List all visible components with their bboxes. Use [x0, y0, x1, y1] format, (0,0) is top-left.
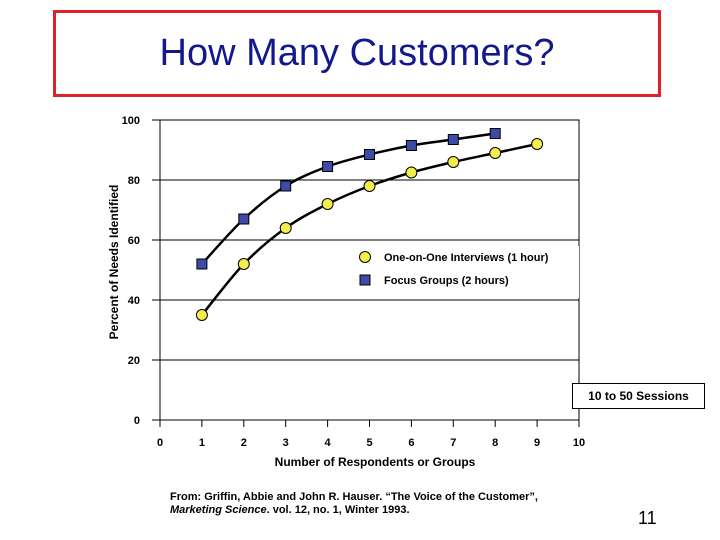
y-tick-label: 100	[122, 115, 140, 127]
sessions-note: 10 to 50 Sessions	[572, 383, 705, 409]
data-point-focus-groups	[489, 128, 501, 139]
x-tick-label: 7	[450, 437, 456, 449]
x-tick-label: 0	[157, 437, 163, 449]
y-axis-title: Percent of Needs Identified	[107, 185, 121, 340]
data-point-interviews	[405, 166, 418, 179]
x-tick-label: 5	[366, 437, 372, 449]
x-tick-label: 8	[492, 437, 498, 449]
x-ticks: 0 1 2 3 4 5 6 7 8 9 10	[157, 420, 585, 449]
y-tick-label: 60	[128, 235, 140, 247]
x-tick-label: 3	[283, 437, 289, 449]
data-point-interviews	[195, 309, 208, 321]
page-number: 11	[638, 508, 657, 528]
legend-marker-focus-groups	[359, 274, 371, 286]
source-line-2-rest: . vol. 12, no. 1, Winter 1993.	[266, 504, 410, 516]
x-tick-label: 9	[534, 437, 540, 449]
legend: One-on-One Interviews (1 hour) Focus Gro…	[352, 246, 579, 298]
slide-title: How Many Customers?	[159, 32, 555, 74]
x-axis-title: Number of Respondents or Groups	[275, 455, 476, 469]
legend-label-interviews: One-on-One Interviews (1 hour)	[384, 252, 549, 264]
source-line-2: Marketing Science. vol. 12, no. 1, Winte…	[170, 504, 600, 517]
data-point-interviews	[279, 222, 292, 234]
data-point-interviews	[237, 258, 250, 270]
legend-marker-interviews	[359, 251, 371, 263]
x-tick-label: 2	[241, 437, 247, 449]
series-markers	[195, 128, 544, 321]
source-citation: From: Griffin, Abbie and John R. Hauser.…	[170, 491, 600, 517]
x-tick-label: 10	[573, 437, 585, 449]
data-point-interviews	[321, 198, 334, 210]
data-point-focus-groups	[405, 140, 417, 151]
source-journal: Marketing Science	[170, 504, 267, 516]
y-tick-label: 40	[128, 295, 140, 307]
legend-background	[352, 246, 579, 298]
y-tick-label: 80	[128, 175, 140, 187]
source-line-1: From: Griffin, Abbie and John R. Hauser.…	[170, 491, 538, 503]
x-tick-label: 1	[199, 437, 205, 449]
x-tick-label: 6	[408, 437, 414, 449]
title-box: How Many Customers?	[53, 10, 661, 97]
data-point-focus-groups	[196, 258, 208, 270]
data-point-focus-groups	[238, 213, 250, 225]
y-tick-label: 20	[128, 355, 140, 367]
data-point-interviews	[447, 156, 460, 168]
y-ticks: 0 20 40 60 80 100	[122, 115, 160, 427]
data-point-focus-groups	[447, 134, 459, 145]
data-point-interviews	[531, 138, 544, 150]
y-tick-label: 0	[134, 415, 140, 427]
data-point-focus-groups	[280, 180, 292, 192]
data-point-interviews	[489, 147, 502, 159]
x-tick-label: 4	[325, 437, 332, 449]
legend-label-focus-groups: Focus Groups (2 hours)	[384, 275, 509, 287]
data-point-focus-groups	[364, 149, 375, 160]
data-point-focus-groups	[322, 161, 334, 172]
data-point-interviews	[363, 180, 376, 192]
